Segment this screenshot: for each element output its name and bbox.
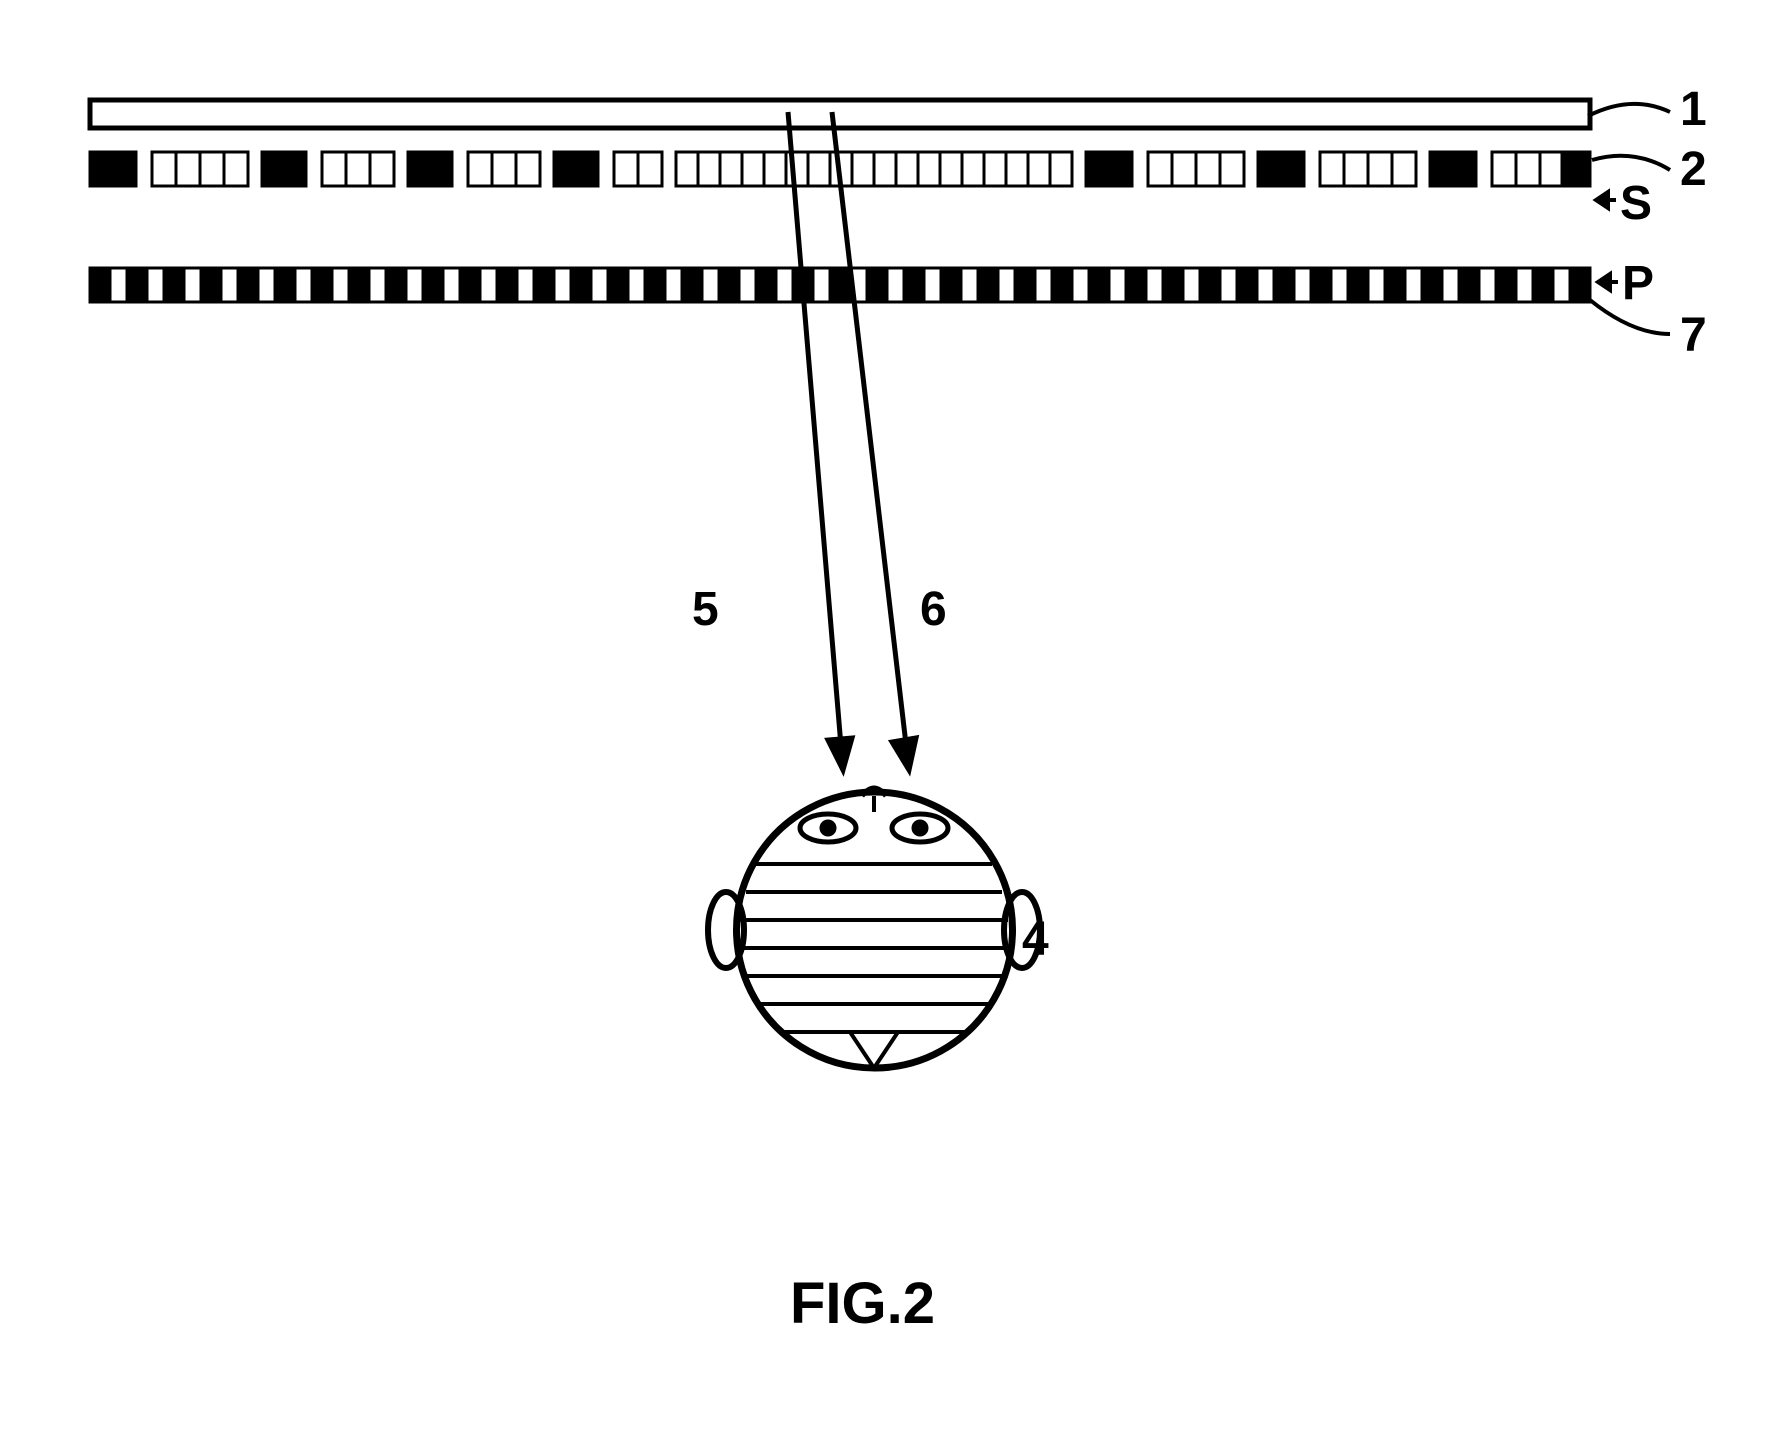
ray-5 <box>788 112 843 770</box>
ray-6-arrow <box>892 738 916 770</box>
layer-1-rect <box>90 100 1590 128</box>
observer-head <box>708 788 1040 1068</box>
label-S: S <box>1620 176 1652 231</box>
ray-6 <box>832 112 909 770</box>
label-5: 5 <box>692 582 719 637</box>
label-4: 4 <box>1022 912 1049 967</box>
label-1: 1 <box>1680 82 1707 137</box>
rays <box>788 112 916 770</box>
ray-5-arrow <box>828 738 852 770</box>
label-6: 6 <box>920 582 947 637</box>
diagram-svg <box>0 0 1785 1441</box>
figure-caption: FIG.2 <box>790 1270 935 1337</box>
label-P: P <box>1622 256 1654 311</box>
label-7: 7 <box>1680 308 1707 363</box>
layer-P-pattern <box>90 268 1590 302</box>
label-2: 2 <box>1680 142 1707 197</box>
